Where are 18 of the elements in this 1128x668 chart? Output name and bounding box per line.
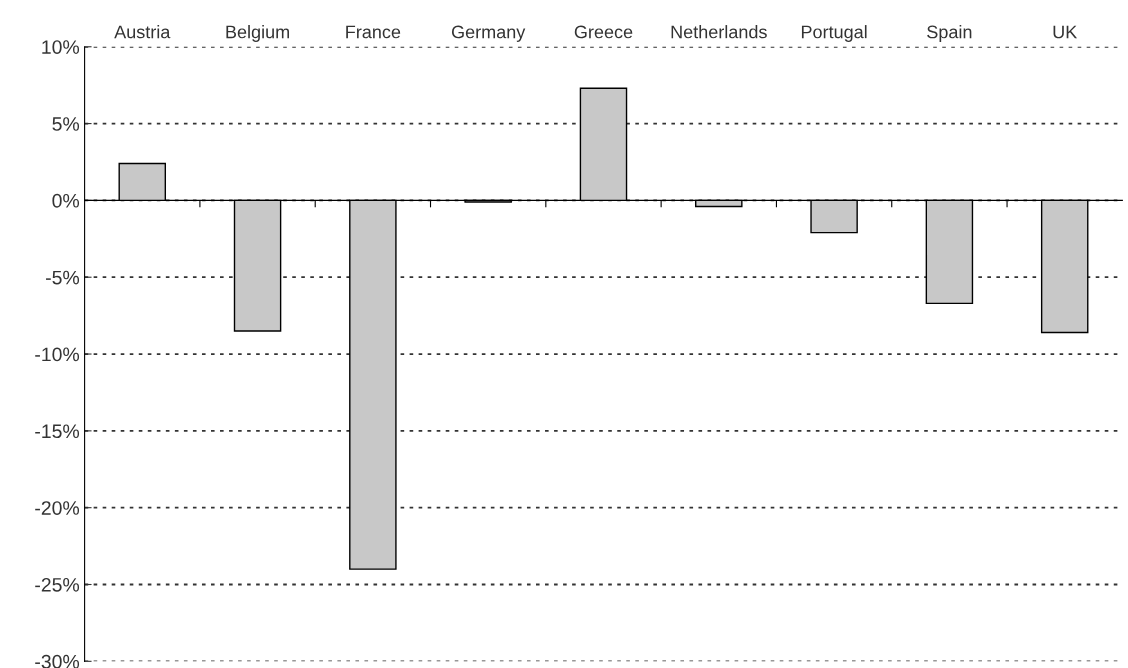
y-tick-label: -15%	[35, 424, 80, 439]
y-tick-label: 0%	[52, 193, 80, 208]
y-tick-label: -10%	[35, 347, 80, 362]
y-tick-label: -5%	[46, 270, 80, 285]
y-tick-label: 10%	[42, 40, 80, 54]
y-tick-label: -30%	[35, 654, 80, 668]
x-tick-label: Belgium	[226, 25, 289, 42]
y-tick-label: 5%	[52, 117, 80, 131]
x-tick-label: Germany	[451, 25, 526, 42]
y-tick-label: -25%	[35, 577, 80, 592]
x-tick-label: Austria	[114, 25, 171, 39]
x-tick-label: Portugal	[801, 25, 867, 42]
x-tick-label: UK	[1053, 25, 1078, 39]
y-tick-label: -20%	[35, 501, 80, 515]
x-tick-label: Netherlands	[671, 25, 767, 39]
x-tick-label: France	[346, 25, 401, 39]
x-tick-label: Greece	[574, 25, 633, 39]
x-tick-label: Spain	[927, 25, 972, 42]
